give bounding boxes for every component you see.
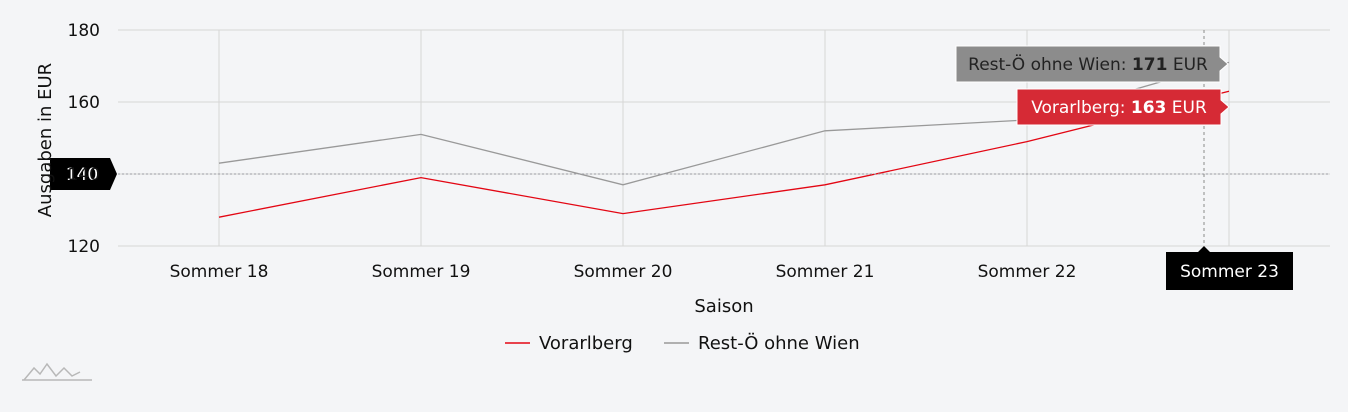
- tooltip-text: Vorarlberg: 163 EUR: [1031, 98, 1207, 118]
- crosshair-x-label-bg: [1166, 246, 1293, 290]
- y-tick-label: 160: [68, 93, 100, 113]
- x-axis-ticks: Sommer 18 Sommer 19 Sommer 20 Sommer 21 Somm…: [170, 262, 1077, 282]
- tooltip-value: 163: [1131, 98, 1167, 118]
- tooltip-series-name: Vorarlberg:: [1031, 98, 1131, 118]
- crosshair-y-label: 140: [50, 158, 117, 190]
- tooltip-text: Rest-Ö ohne Wien: 171 EUR: [968, 53, 1208, 75]
- tooltip-unit: EUR: [1167, 55, 1208, 75]
- tooltip: Vorarlberg: 163 EUR: [1016, 88, 1230, 126]
- series-lines: [218, 61, 1230, 218]
- crosshair-y-label-bg: [50, 158, 117, 190]
- y-tick-label: 120: [68, 237, 100, 257]
- tooltip-value: 171: [1132, 55, 1168, 75]
- tooltip-bg: [1016, 88, 1230, 126]
- crosshair-x-label-text: Sommer 23: [1180, 262, 1279, 282]
- x-tick-label: Sommer 22: [978, 262, 1077, 282]
- y-tick-label: 180: [68, 21, 100, 41]
- legend-item: Vorarlberg: [505, 333, 633, 354]
- x-tick-label: Sommer 21: [776, 262, 875, 282]
- tooltip-series-name: Rest-Ö ohne Wien:: [968, 53, 1132, 75]
- x-tick-label: Sommer 18: [170, 262, 269, 282]
- y-axis-ticks: 120 140 160 180: [68, 21, 100, 257]
- tooltip: Rest-Ö ohne Wien: 171 EUR: [955, 45, 1229, 83]
- x-tick-label: Sommer 20: [574, 262, 673, 282]
- legend: Vorarlberg Rest-Ö ohne Wien: [505, 332, 860, 354]
- legend-item: Rest-Ö ohne Wien: [664, 332, 860, 354]
- crosshair-x-label: Sommer 23: [1166, 246, 1293, 290]
- y-tick-label: 140: [68, 165, 100, 185]
- series-line: [218, 90, 1230, 218]
- tooltip-unit: EUR: [1166, 98, 1207, 118]
- x-axis-title: Saison: [694, 296, 753, 317]
- crosshair: 140 Sommer 23: [50, 30, 1330, 290]
- legend-label: Vorarlberg: [539, 333, 633, 354]
- logo-icon: [22, 362, 92, 381]
- tooltip-bg: [955, 45, 1229, 83]
- x-tick-label: Sommer 19: [372, 262, 471, 282]
- crosshair-y-label-text: 140: [66, 165, 98, 185]
- legend-label: Rest-Ö ohne Wien: [698, 332, 860, 354]
- y-axis-title: Ausgaben in EUR: [35, 63, 56, 217]
